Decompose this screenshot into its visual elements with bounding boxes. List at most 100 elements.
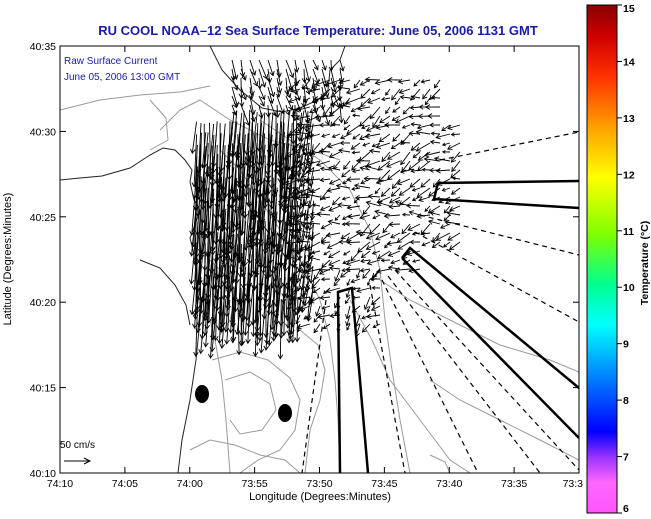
current-vector-head [202,199,209,205]
current-vector [400,141,411,144]
current-vector [292,287,298,343]
current-vector [276,95,284,114]
colorbar-tick-label: 8 [623,395,629,407]
current-vector-head [320,224,326,230]
current-vector-head [357,247,363,253]
current-vector [312,95,317,114]
current-vector-head [339,140,345,146]
current-vector-head [424,208,429,212]
current-vector-head [343,126,348,131]
current-vector-head [265,284,271,290]
current-vector-head [287,214,294,220]
current-vector-head [236,350,242,356]
current-vector-head [432,182,438,188]
current-vector [291,275,294,335]
current-vector [193,134,198,187]
current-vector [241,298,246,345]
current-vector-head [286,338,292,344]
current-vector-head [284,254,290,260]
current-vector-head [360,253,366,259]
current-vector [365,78,381,81]
current-vector [265,244,271,279]
current-vector [355,323,361,337]
current-vector [432,232,441,242]
current-vector [352,169,361,173]
current-vector-head [230,322,236,329]
current-vector-head [295,115,301,121]
current-vector [321,104,330,125]
current-vector [267,95,276,116]
current-vector [391,88,401,101]
current-vector-head [270,283,276,289]
current-vector-head [323,251,327,256]
current-vector [428,187,441,197]
current-vector [259,266,265,302]
current-vector-head [234,329,241,336]
current-vector [357,106,371,110]
current-vector [296,220,311,225]
current-vector [357,241,371,253]
current-vector-head [351,186,356,191]
current-vector-head [251,284,258,290]
current-vector [306,160,321,166]
current-vector [322,106,331,118]
current-vector [337,323,341,332]
current-vector-head [206,318,212,324]
current-vector-head [301,78,308,84]
current-vector [364,178,381,180]
current-vector-head [410,145,416,151]
current-vector-head [385,110,389,115]
current-vector [365,133,381,138]
current-vector [312,204,321,207]
current-vector-head [375,124,381,130]
current-vector-head [214,306,221,312]
current-vector-head [296,328,301,333]
current-vector-head [360,179,366,185]
current-vector [346,305,351,319]
current-vector [283,211,290,268]
current-vector [361,124,371,129]
current-vector [384,214,401,217]
current-vector [267,134,273,185]
current-vector-head [292,259,298,265]
current-vector [334,296,341,309]
current-vector-head [391,117,396,121]
current-vector-head [278,333,285,339]
current-vector-head [354,331,360,338]
current-vector-head [408,267,414,274]
current-vector-head [269,91,276,98]
current-vector-head [327,143,333,149]
current-vector [321,59,326,71]
station-marker [195,385,209,403]
current-vector-head [408,165,414,171]
current-vector-head [353,183,360,189]
current-vector [197,299,202,333]
current-vector [305,178,321,181]
current-vector-head [361,125,366,130]
current-vector-head [429,122,434,128]
current-vector [311,187,321,193]
current-vector [331,88,341,98]
current-vector [280,276,286,326]
current-vector-head [428,219,434,225]
current-vector-head [394,118,401,124]
current-vector-head [276,72,282,78]
current-vector [366,241,381,250]
current-vector-head [239,230,245,237]
current-vector [289,297,294,339]
current-vector [296,115,311,120]
current-vector-head [338,118,345,124]
current-vector [309,256,321,261]
current-vector-head [309,211,315,217]
current-vector [432,241,441,248]
current-vector [295,305,301,316]
current-vector-head [295,190,301,196]
current-vector [347,241,361,244]
current-vector [290,287,301,298]
current-vector-head [359,121,365,127]
current-vector [314,269,321,280]
current-vector [364,296,371,310]
current-vector-head [382,228,388,234]
current-vector-head [381,96,386,102]
current-vector-head [336,84,342,91]
